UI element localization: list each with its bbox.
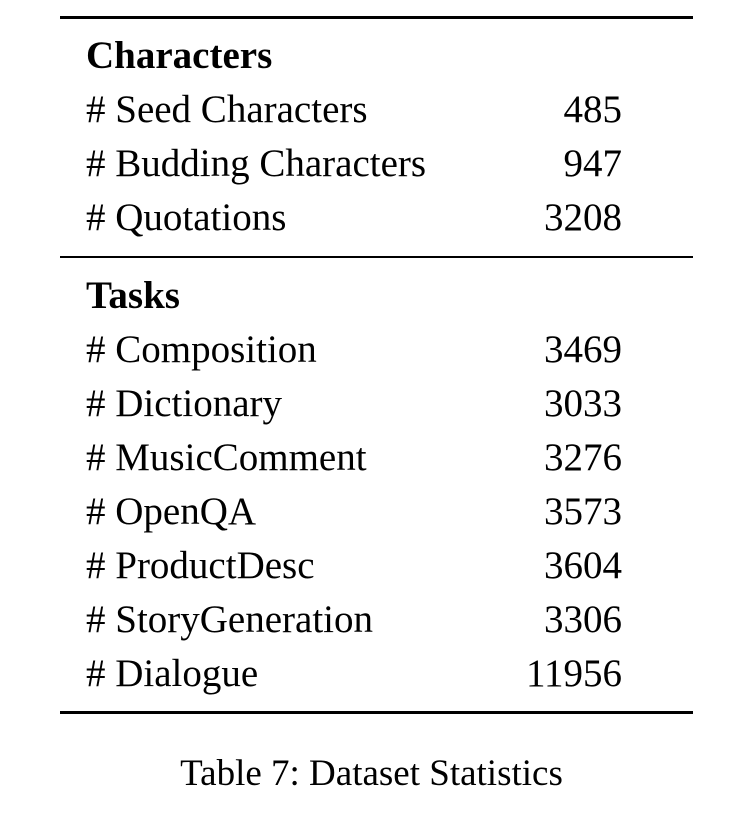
section-divider xyxy=(60,256,693,258)
table-row: # Composition 3469 xyxy=(86,326,622,374)
section-heading-tasks: Tasks xyxy=(86,274,180,317)
table-row: # Dictionary 3033 xyxy=(86,380,622,428)
top-rule xyxy=(60,16,693,19)
row-value: 3208 xyxy=(544,196,622,239)
row-label: # Composition xyxy=(86,328,317,371)
table-caption: Table 7: Dataset Statistics xyxy=(180,753,563,794)
row-value: 3573 xyxy=(544,490,622,533)
table-row: # OpenQA 3573 xyxy=(86,488,622,536)
row-label: # Dictionary xyxy=(86,382,283,425)
table-row: # Budding Characters 947 xyxy=(86,140,622,188)
row-label: # Dialogue xyxy=(86,652,259,695)
table-row: # StoryGeneration 3306 xyxy=(86,596,622,644)
bottom-rule xyxy=(60,711,693,714)
row-value: 3276 xyxy=(544,436,622,479)
row-value: 3604 xyxy=(544,544,622,587)
row-label: # MusicComment xyxy=(86,436,367,479)
row-label: # Quotations xyxy=(86,196,287,239)
row-value: 3033 xyxy=(544,382,622,425)
table-row: # Quotations 3208 xyxy=(86,194,622,242)
row-label: # StoryGeneration xyxy=(86,598,374,641)
table-row: # ProductDesc 3604 xyxy=(86,542,622,590)
row-value: 11956 xyxy=(525,652,622,695)
row-label: # Seed Characters xyxy=(86,88,368,131)
table-row: # Seed Characters 485 xyxy=(86,86,622,134)
section-heading-characters: Characters xyxy=(86,34,273,77)
table-row: # MusicComment 3276 xyxy=(86,434,622,482)
row-value: 485 xyxy=(563,88,623,131)
row-value: 3306 xyxy=(544,598,622,641)
row-value: 947 xyxy=(563,142,623,185)
row-label: # Budding Characters xyxy=(86,142,427,185)
row-label: # OpenQA xyxy=(86,490,257,533)
row-label: # ProductDesc xyxy=(86,544,315,587)
table-row: # Dialogue 11956 xyxy=(86,650,622,698)
row-value: 3469 xyxy=(544,328,622,371)
